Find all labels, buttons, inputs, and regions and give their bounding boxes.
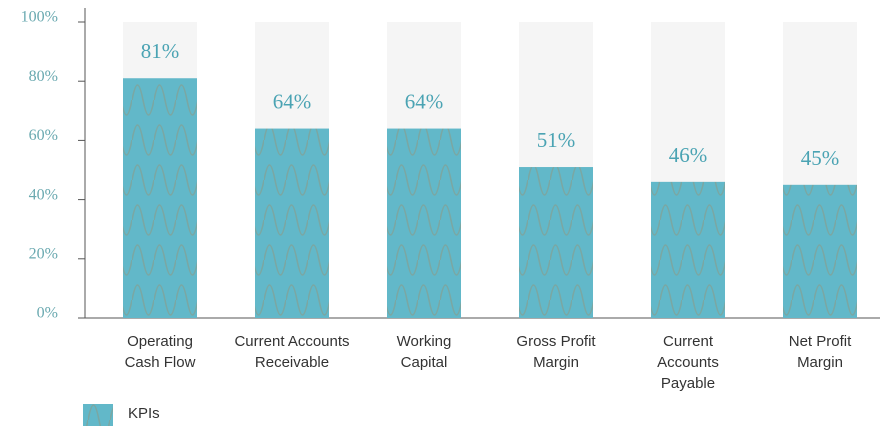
value-label: 51% xyxy=(537,128,576,152)
x-tick-label: Current Accounts Receivable xyxy=(234,333,350,371)
bar xyxy=(255,128,329,318)
bar xyxy=(783,184,857,318)
bar xyxy=(651,181,725,318)
legend-swatch xyxy=(83,404,113,426)
value-label: 64% xyxy=(273,90,312,114)
y-tick-label: 20% xyxy=(29,245,58,262)
y-tick-label: 40% xyxy=(29,186,58,203)
value-label: 46% xyxy=(669,143,708,167)
y-tick-label: 80% xyxy=(29,68,58,85)
x-tick-label: Gross Profit Margin xyxy=(516,333,596,371)
bar xyxy=(387,128,461,318)
value-label: 45% xyxy=(801,146,840,170)
value-label: 64% xyxy=(405,90,444,114)
value-label: 81% xyxy=(141,39,180,63)
y-tick-label: 60% xyxy=(29,127,58,144)
legend-label: KPIs xyxy=(128,405,160,422)
x-tick-label: Net Profit Margin xyxy=(788,333,852,371)
y-tick-label: 0% xyxy=(37,305,58,322)
x-tick-label: Current Accounts Payable xyxy=(657,333,719,392)
bar xyxy=(123,78,197,319)
y-tick-label: 100% xyxy=(21,9,58,26)
x-tick-label: Working Capital xyxy=(396,333,452,371)
bar xyxy=(519,167,593,318)
x-tick-label: Operating Cash Flow xyxy=(124,333,196,371)
